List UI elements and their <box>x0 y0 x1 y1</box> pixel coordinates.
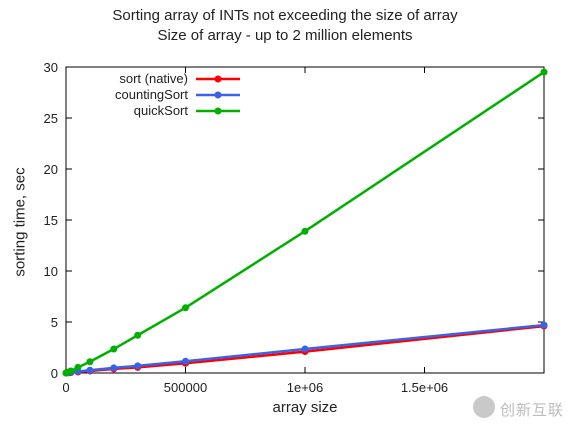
x-tick-label: 500000 <box>164 380 207 395</box>
watermark-icon <box>473 396 495 418</box>
x-tick-label: 1e+06 <box>287 380 324 395</box>
data-point <box>301 227 309 235</box>
x-tick-label: 0 <box>62 380 69 395</box>
y-axis-label: sorting time, sec <box>11 167 29 277</box>
data-point <box>86 366 94 374</box>
data-point <box>134 331 142 339</box>
y-tick-label: 10 <box>44 264 58 279</box>
watermark-text: 创新互联 <box>500 401 565 419</box>
y-tick-label: 5 <box>51 315 58 330</box>
data-point <box>86 358 94 366</box>
y-tick-label: 20 <box>44 162 58 177</box>
chart-subtitle: Size of array - up to 2 million elements <box>157 27 413 44</box>
data-point <box>110 364 118 372</box>
y-tick-label: 30 <box>44 60 58 75</box>
x-axis-label: array size <box>272 399 338 416</box>
legend-swatch-marker <box>214 75 222 83</box>
legend-swatch-marker <box>214 107 222 115</box>
legend-swatch-marker <box>214 91 222 99</box>
y-tick-label: 0 <box>51 366 58 381</box>
x-tick-label: 1.5e+06 <box>401 380 448 395</box>
data-point <box>67 367 75 375</box>
data-point <box>134 362 142 370</box>
watermark-logo: 创新互联 <box>473 394 568 422</box>
y-tick-label: 15 <box>44 213 58 228</box>
data-point <box>301 345 309 353</box>
data-point <box>182 357 189 365</box>
y-tick-label: 25 <box>44 111 58 126</box>
legend-label: countingSort <box>115 87 188 102</box>
data-point <box>110 345 118 353</box>
legend-label: sort (native) <box>119 71 188 86</box>
legend-label: quickSort <box>134 103 189 118</box>
data-point <box>540 321 548 329</box>
data-point <box>182 304 189 312</box>
data-point <box>74 363 82 371</box>
data-point <box>540 68 548 76</box>
chart-title: Sorting array of INTs not exceeding the … <box>112 7 458 24</box>
